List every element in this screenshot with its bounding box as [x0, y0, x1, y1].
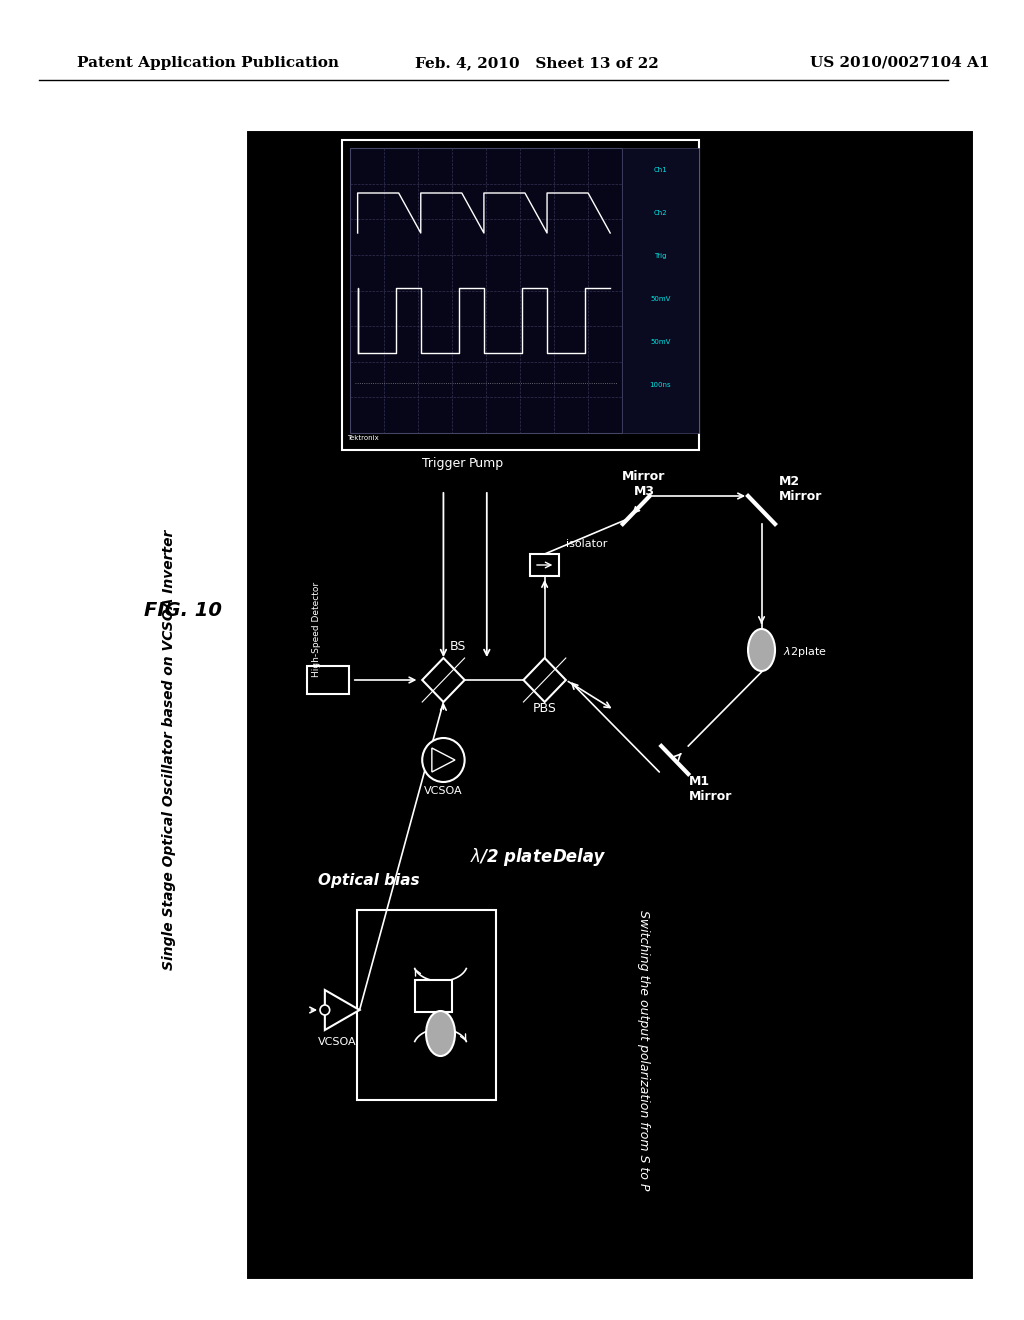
Text: Optical bias: Optical bias: [318, 873, 420, 887]
Bar: [306, 667, 349, 694]
Polygon shape: [325, 990, 359, 1030]
Text: M1: M1: [689, 775, 711, 788]
Polygon shape: [432, 748, 455, 772]
Text: Switching the output polarization from S to P: Switching the output polarization from S…: [637, 909, 650, 1191]
Text: Feb. 4, 2010   Sheet 13 of 22: Feb. 4, 2010 Sheet 13 of 22: [415, 55, 658, 70]
Ellipse shape: [749, 630, 775, 671]
Text: Mirror: Mirror: [779, 490, 822, 503]
Polygon shape: [523, 657, 566, 702]
Text: 50mV: 50mV: [650, 339, 671, 345]
Bar: [356, 909, 497, 1100]
Text: M2: M2: [779, 475, 800, 488]
Circle shape: [422, 738, 465, 781]
Text: Trigger: Trigger: [422, 457, 465, 470]
Text: BS: BS: [450, 640, 466, 653]
Text: PBS: PBS: [532, 702, 557, 715]
Text: US 2010/0027104 A1: US 2010/0027104 A1: [810, 55, 989, 70]
Text: Mirror: Mirror: [689, 789, 732, 803]
Ellipse shape: [426, 1011, 455, 1056]
Bar: [350, 148, 622, 433]
Bar: [622, 148, 698, 433]
Polygon shape: [422, 657, 465, 702]
Text: Patent Application Publication: Patent Application Publication: [77, 55, 339, 70]
Text: VCSOA: VCSOA: [424, 785, 463, 796]
Text: FIG. 10: FIG. 10: [144, 601, 222, 619]
Text: isolator: isolator: [566, 539, 607, 549]
Bar: [415, 979, 452, 1011]
Bar: [246, 129, 974, 1280]
Text: 100ns: 100ns: [649, 381, 671, 388]
Text: Mirror: Mirror: [623, 470, 666, 483]
Text: 50mV: 50mV: [650, 296, 671, 302]
Text: Ch1: Ch1: [653, 168, 668, 173]
Text: Ch2: Ch2: [653, 210, 667, 216]
Text: Delay: Delay: [552, 847, 604, 866]
Text: $\lambda$2plate: $\lambda$2plate: [782, 645, 826, 659]
Text: Tektronix: Tektronix: [347, 436, 379, 441]
Text: M3: M3: [634, 484, 654, 498]
Text: VCSOA: VCSOA: [318, 1038, 356, 1047]
Text: Trig: Trig: [654, 253, 667, 259]
Text: Pump: Pump: [469, 457, 505, 470]
Bar: [342, 140, 698, 450]
Text: $\lambda$/2 plate: $\lambda$/2 plate: [470, 846, 552, 869]
Circle shape: [321, 1005, 330, 1015]
Text: Single Stage Optical Oscillator based on VCSOA Inverter: Single Stage Optical Oscillator based on…: [162, 529, 176, 970]
Bar: [530, 554, 559, 576]
Text: High-Speed Detector: High-Speed Detector: [311, 582, 321, 677]
